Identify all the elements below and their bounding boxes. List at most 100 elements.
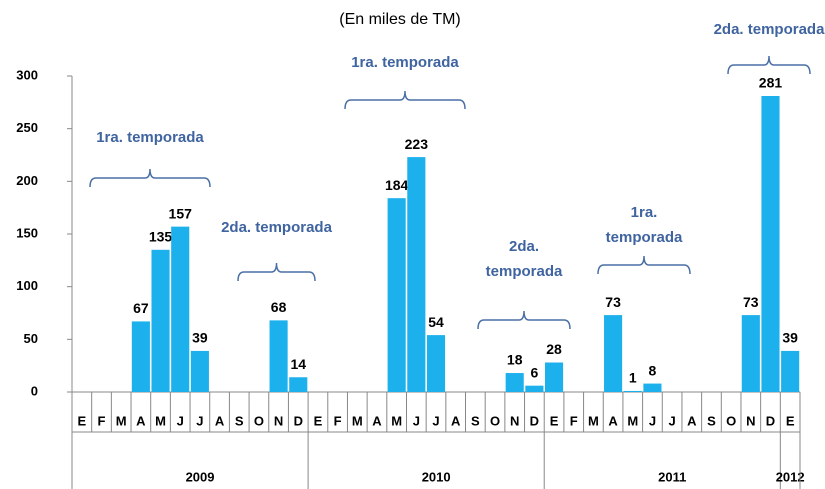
value-label: 8 — [649, 362, 657, 378]
x-tick-label: M — [391, 413, 402, 428]
bar — [623, 390, 642, 392]
x-tick-label: O — [254, 413, 264, 428]
x-tick-label: D — [294, 413, 303, 428]
x-tick-label: J — [668, 413, 675, 428]
value-label: 39 — [782, 330, 798, 346]
x-tick-label: D — [530, 413, 539, 428]
x-tick-label: J — [196, 413, 203, 428]
x-tick-label: E — [550, 413, 559, 428]
bar — [604, 315, 623, 392]
value-label: 54 — [428, 314, 444, 330]
x-tick-label: F — [334, 413, 342, 428]
x-tick-label: J — [177, 413, 184, 428]
x-tick-label: N — [746, 413, 755, 428]
annotation: 1ra. temporada — [351, 54, 459, 71]
x-tick-label: N — [510, 413, 519, 428]
bar — [407, 157, 426, 392]
x-tick-label: J — [432, 413, 439, 428]
x-tick-label: S — [471, 413, 480, 428]
y-tick-label: 50 — [24, 331, 38, 346]
value-label: 39 — [192, 330, 208, 346]
value-label: 281 — [759, 75, 783, 91]
x-tick-label: D — [766, 413, 775, 428]
y-tick-label: 150 — [16, 225, 38, 240]
x-tick-label: M — [155, 413, 166, 428]
value-label: 223 — [405, 136, 429, 152]
x-tick-label: A — [215, 413, 225, 428]
x-tick-label: O — [726, 413, 736, 428]
bar — [781, 350, 800, 392]
x-tick-label: E — [786, 413, 795, 428]
bar — [190, 350, 209, 392]
y-tick-label: 250 — [16, 120, 38, 135]
bar — [741, 315, 760, 392]
bracket — [89, 168, 211, 188]
x-tick-label: E — [78, 413, 87, 428]
year-label: 2010 — [422, 469, 451, 484]
chart-subtitle: (En miles de TM) — [339, 11, 461, 28]
value-label: 67 — [133, 300, 149, 316]
value-label: 14 — [290, 356, 306, 372]
value-label: 1 — [629, 370, 637, 386]
x-tick-label: A — [608, 413, 618, 428]
year-label: 2009 — [186, 469, 215, 484]
annotation: 2da. temporada — [221, 219, 333, 236]
y-tick-label: 0 — [31, 383, 38, 398]
bar — [505, 373, 524, 392]
annotation: 2da. temporada — [714, 21, 825, 38]
annotation: temporada — [486, 263, 563, 280]
x-tick-label: S — [707, 413, 716, 428]
year-label: 2012 — [776, 469, 805, 484]
x-tick-label: E — [314, 413, 323, 428]
x-tick-label: M — [627, 413, 638, 428]
x-tick-label: A — [136, 413, 146, 428]
value-label: 28 — [546, 341, 562, 357]
bracket — [597, 255, 691, 275]
bar — [426, 335, 446, 392]
x-tick-label: A — [372, 413, 382, 428]
bar — [131, 321, 150, 392]
annotation: 2da. — [509, 238, 539, 255]
x-tick-label: O — [490, 413, 500, 428]
bracket — [727, 55, 811, 75]
value-label: 135 — [149, 229, 173, 245]
bar — [269, 320, 288, 392]
bracket — [477, 310, 571, 330]
bar — [289, 377, 308, 392]
annotation: temporada — [606, 229, 683, 246]
bracket — [237, 262, 316, 282]
x-tick-label: J — [649, 413, 656, 428]
x-tick-label: J — [413, 413, 420, 428]
bar — [545, 362, 564, 392]
value-label: 6 — [530, 364, 538, 380]
year-label: 2011 — [658, 469, 686, 484]
x-tick-label: A — [687, 413, 697, 428]
x-tick-label: M — [352, 413, 363, 428]
y-tick-label: 300 — [16, 67, 38, 82]
annotation: 1ra. temporada — [96, 129, 204, 146]
x-tick-label: S — [235, 413, 244, 428]
value-label: 18 — [507, 352, 523, 368]
bar — [387, 198, 406, 392]
y-tick-label: 200 — [16, 173, 38, 188]
bar — [171, 226, 190, 392]
bar — [643, 383, 662, 392]
x-tick-label: F — [570, 413, 578, 428]
value-label: 68 — [271, 299, 287, 315]
value-label: 184 — [385, 177, 409, 193]
y-tick-label: 100 — [16, 278, 38, 293]
bracket — [344, 90, 466, 110]
bar — [761, 96, 780, 392]
bar — [525, 385, 544, 392]
x-tick-label: N — [274, 413, 283, 428]
x-tick-label: M — [116, 413, 127, 428]
bar — [151, 249, 170, 392]
value-label: 73 — [605, 294, 621, 310]
x-tick-label: A — [451, 413, 461, 428]
x-tick-label: F — [98, 413, 106, 428]
value-label: 73 — [743, 294, 759, 310]
annotation: 1ra. — [631, 204, 658, 221]
value-label: 157 — [169, 205, 193, 221]
x-tick-label: M — [588, 413, 599, 428]
